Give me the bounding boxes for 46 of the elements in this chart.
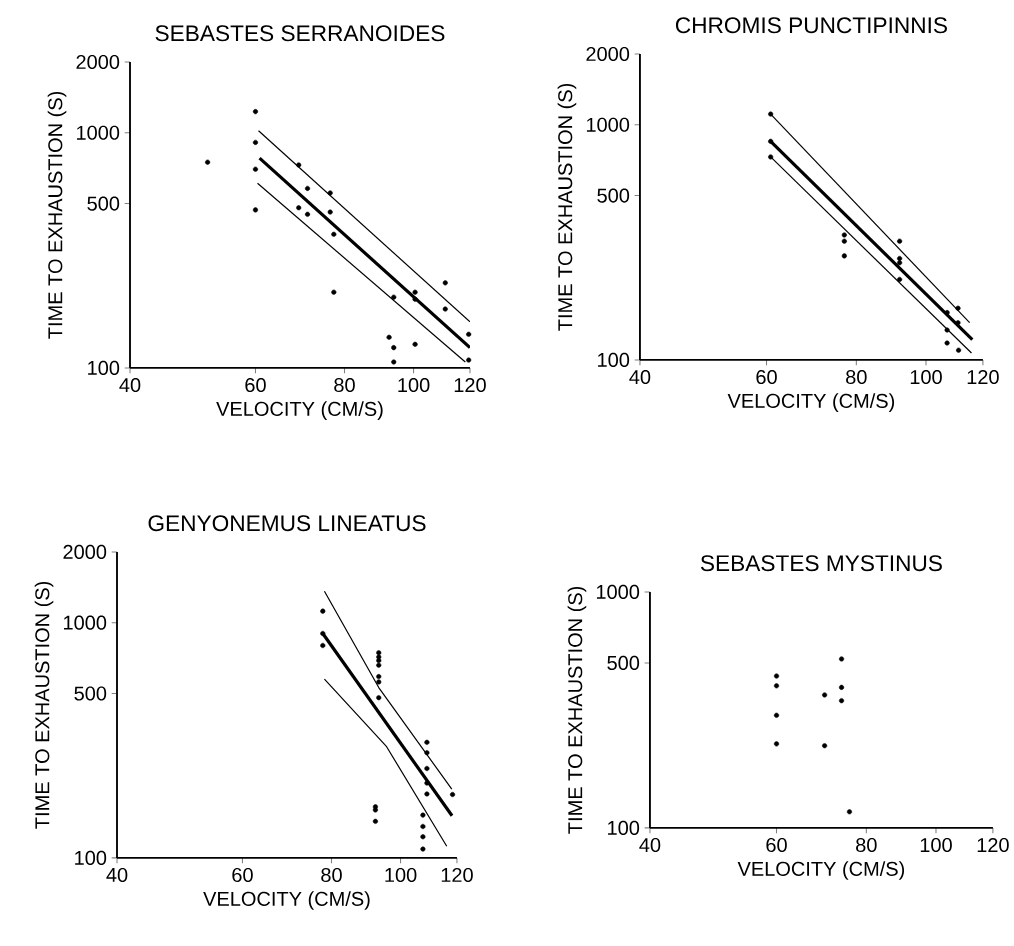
y-tick-label: 100 <box>608 820 640 836</box>
x-tick-label: 40 <box>629 370 651 385</box>
y-tick-label: 1000 <box>586 117 630 132</box>
x-axis-title: VELOCITY (CM/S) <box>727 393 895 412</box>
x-tick-label: 60 <box>245 378 266 393</box>
x-tick-label: 40 <box>119 378 141 393</box>
chart-title: GENYONEMUS LINEATUS <box>148 515 426 532</box>
y-tick-label: 500 <box>597 188 630 203</box>
y-tick-label: 2000 <box>586 46 630 62</box>
x-tick-label: 100 <box>385 867 417 883</box>
y-tick-label: 2000 <box>63 544 107 560</box>
x-tick-label: 100 <box>920 837 952 853</box>
y-tick-label: 1000 <box>64 615 107 630</box>
x-tick-label: 100 <box>910 370 942 385</box>
x-tick-label: 100 <box>398 378 430 393</box>
x-tick-label: 80 <box>846 370 867 385</box>
x-axis-title: VELOCITY (CM/S) <box>203 891 370 910</box>
x-tick-label: 120 <box>977 837 1009 853</box>
x-tick-label: 80 <box>334 378 355 393</box>
y-axis-title: TIME TO EXHAUSTION (S) <box>557 84 577 331</box>
y-tick-label: 100 <box>598 352 630 368</box>
y-tick-label: 1000 <box>77 125 120 140</box>
y-axis-title: TIME TO EXHAUSTION (S) <box>47 92 67 339</box>
y-tick-label: 1000 <box>596 584 640 600</box>
y-axis-title: TIME TO EXHAUSTION (S) <box>34 581 54 829</box>
x-tick-label: 60 <box>232 867 253 883</box>
chart-title: SEBASTES SERRANOIDES <box>155 25 445 42</box>
x-tick-label: 80 <box>321 867 342 883</box>
x-tick-label: 40 <box>106 867 128 883</box>
x-tick-label: 120 <box>454 378 486 393</box>
x-tick-label: 60 <box>766 837 787 853</box>
y-tick-label: 100 <box>75 850 107 866</box>
chart-title: SEBASTES MYSTINUS <box>700 555 942 572</box>
y-tick-label: 2000 <box>76 54 120 70</box>
x-axis-title: VELOCITY (CM/S) <box>737 861 905 880</box>
x-axis-title: VELOCITY (CM/S) <box>216 401 383 420</box>
x-tick-label: 60 <box>756 370 777 385</box>
y-tick-label: 500 <box>87 196 120 211</box>
x-tick-label: 120 <box>967 370 999 385</box>
x-tick-label: 40 <box>639 837 661 853</box>
y-tick-label: 500 <box>74 686 107 701</box>
x-tick-label: 80 <box>856 837 877 853</box>
x-tick-label: 120 <box>441 867 473 883</box>
y-axis-title: TIME TO EXHAUSTION (S) <box>567 586 587 834</box>
chart-title: CHROMIS PUNCTIPINNIS <box>675 17 947 34</box>
y-tick-label: 500 <box>607 655 640 671</box>
